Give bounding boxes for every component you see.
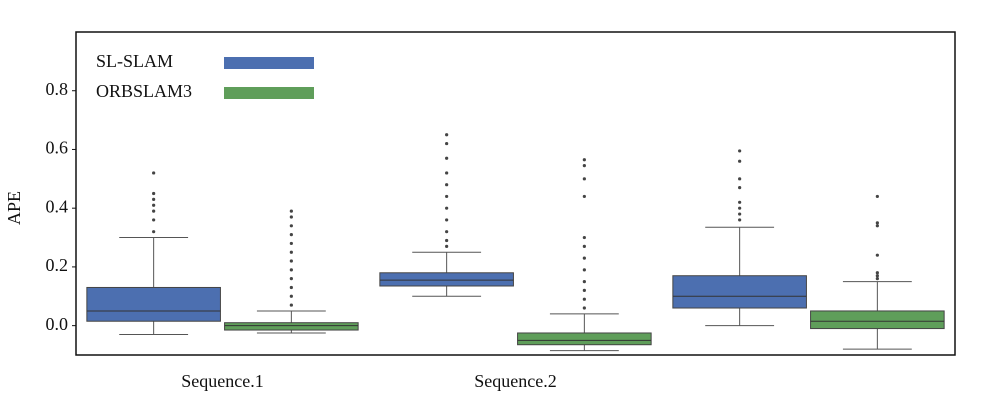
outlier <box>289 224 293 228</box>
outlier <box>738 206 742 210</box>
outlier <box>738 177 742 181</box>
box <box>86 286 221 322</box>
outlier <box>582 297 586 301</box>
outlier <box>738 149 742 153</box>
outlier <box>445 133 449 137</box>
legend-label: SL-SLAM <box>96 51 173 71</box>
outlier <box>152 230 156 234</box>
outlier <box>445 218 449 222</box>
outlier <box>875 274 879 278</box>
outlier <box>738 186 742 190</box>
outlier <box>875 224 879 228</box>
outlier <box>582 164 586 168</box>
box <box>810 310 945 330</box>
outlier <box>289 250 293 254</box>
outlier <box>445 156 449 160</box>
y-axis-label: APE <box>4 191 24 225</box>
outlier <box>152 171 156 175</box>
outlier <box>875 253 879 257</box>
outlier <box>738 159 742 163</box>
outlier <box>445 141 449 146</box>
x-tick-label: Sequence.1 <box>181 371 263 391</box>
outlier <box>582 194 586 199</box>
y-tick-label: 0.6 <box>46 138 69 158</box>
outlier <box>445 244 449 248</box>
outlier <box>289 259 293 263</box>
outlier <box>582 256 586 260</box>
outlier <box>445 194 449 199</box>
y-tick-label: 0.4 <box>46 196 69 216</box>
box <box>517 332 652 346</box>
outlier <box>738 212 742 216</box>
outlier <box>582 235 586 240</box>
outlier <box>738 200 742 204</box>
y-tick-label: 0.2 <box>46 255 69 275</box>
outlier <box>445 183 449 187</box>
outlier <box>289 268 293 272</box>
outlier <box>152 218 156 222</box>
outlier <box>289 209 293 213</box>
outlier <box>582 177 586 181</box>
box <box>379 272 514 287</box>
outlier <box>152 203 156 207</box>
outlier <box>152 197 156 201</box>
outlier <box>445 230 449 234</box>
outlier <box>445 206 449 210</box>
outlier <box>289 285 293 290</box>
outlier <box>445 238 449 243</box>
y-tick-label: 0.0 <box>46 314 69 334</box>
outlier <box>289 303 293 307</box>
outlier <box>289 233 293 237</box>
outlier <box>582 279 586 284</box>
outlier <box>289 215 293 219</box>
outlier <box>582 158 586 162</box>
outlier <box>445 171 449 175</box>
outlier <box>582 244 586 248</box>
legend-label: ORBSLAM3 <box>96 81 192 101</box>
outlier <box>875 194 879 199</box>
outlier <box>582 306 586 310</box>
outlier <box>875 271 879 275</box>
outlier <box>152 209 156 213</box>
outlier <box>289 277 293 281</box>
box <box>672 275 807 309</box>
plot-frame <box>75 31 956 356</box>
outlier <box>582 288 586 292</box>
box <box>224 322 359 331</box>
x-tick-label: Sequence.2 <box>474 371 556 391</box>
legend-swatch <box>224 57 314 69</box>
y-tick-label: 0.8 <box>46 79 69 99</box>
outlier <box>875 277 879 281</box>
outlier <box>289 294 293 298</box>
outlier <box>289 241 293 246</box>
outlier <box>582 268 586 272</box>
legend-swatch <box>224 87 314 99</box>
outlier <box>738 218 742 222</box>
outlier <box>875 221 879 225</box>
outlier <box>152 191 156 196</box>
